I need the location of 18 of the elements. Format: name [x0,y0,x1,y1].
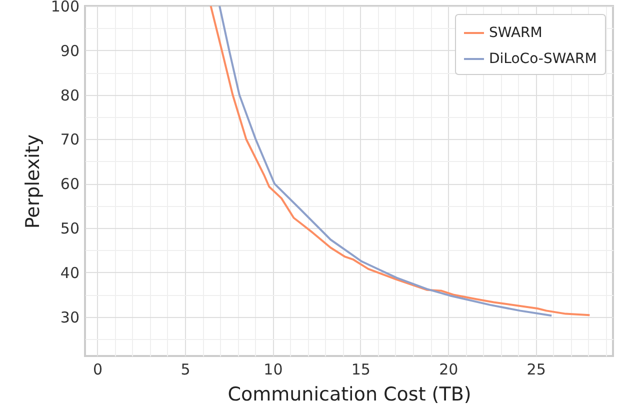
y-tick-label: 30 [60,308,80,326]
y-tick-label: 50 [60,220,80,238]
legend-label: SWARM [489,25,542,41]
x-tick-label: 20 [439,360,458,378]
x-axis-title: Communication Cost (TB) [228,384,472,406]
y-tick-label: 80 [60,86,80,104]
x-tick-label: 5 [180,360,190,378]
y-tick-label: 70 [60,130,80,149]
y-tick-label: 60 [60,175,80,194]
x-tick-label: 0 [93,360,103,378]
x-tick-label: 10 [264,360,283,378]
legend-label: DiLoCo-SWARM [489,51,597,67]
y-tick-label: 90 [60,42,80,60]
y-tick-label: 100 [50,0,80,16]
y-axis-title: Perplexity [22,134,44,229]
x-tick-label: 25 [526,360,546,378]
x-tick-label: 15 [351,360,370,378]
y-tick-label: 40 [60,264,80,282]
